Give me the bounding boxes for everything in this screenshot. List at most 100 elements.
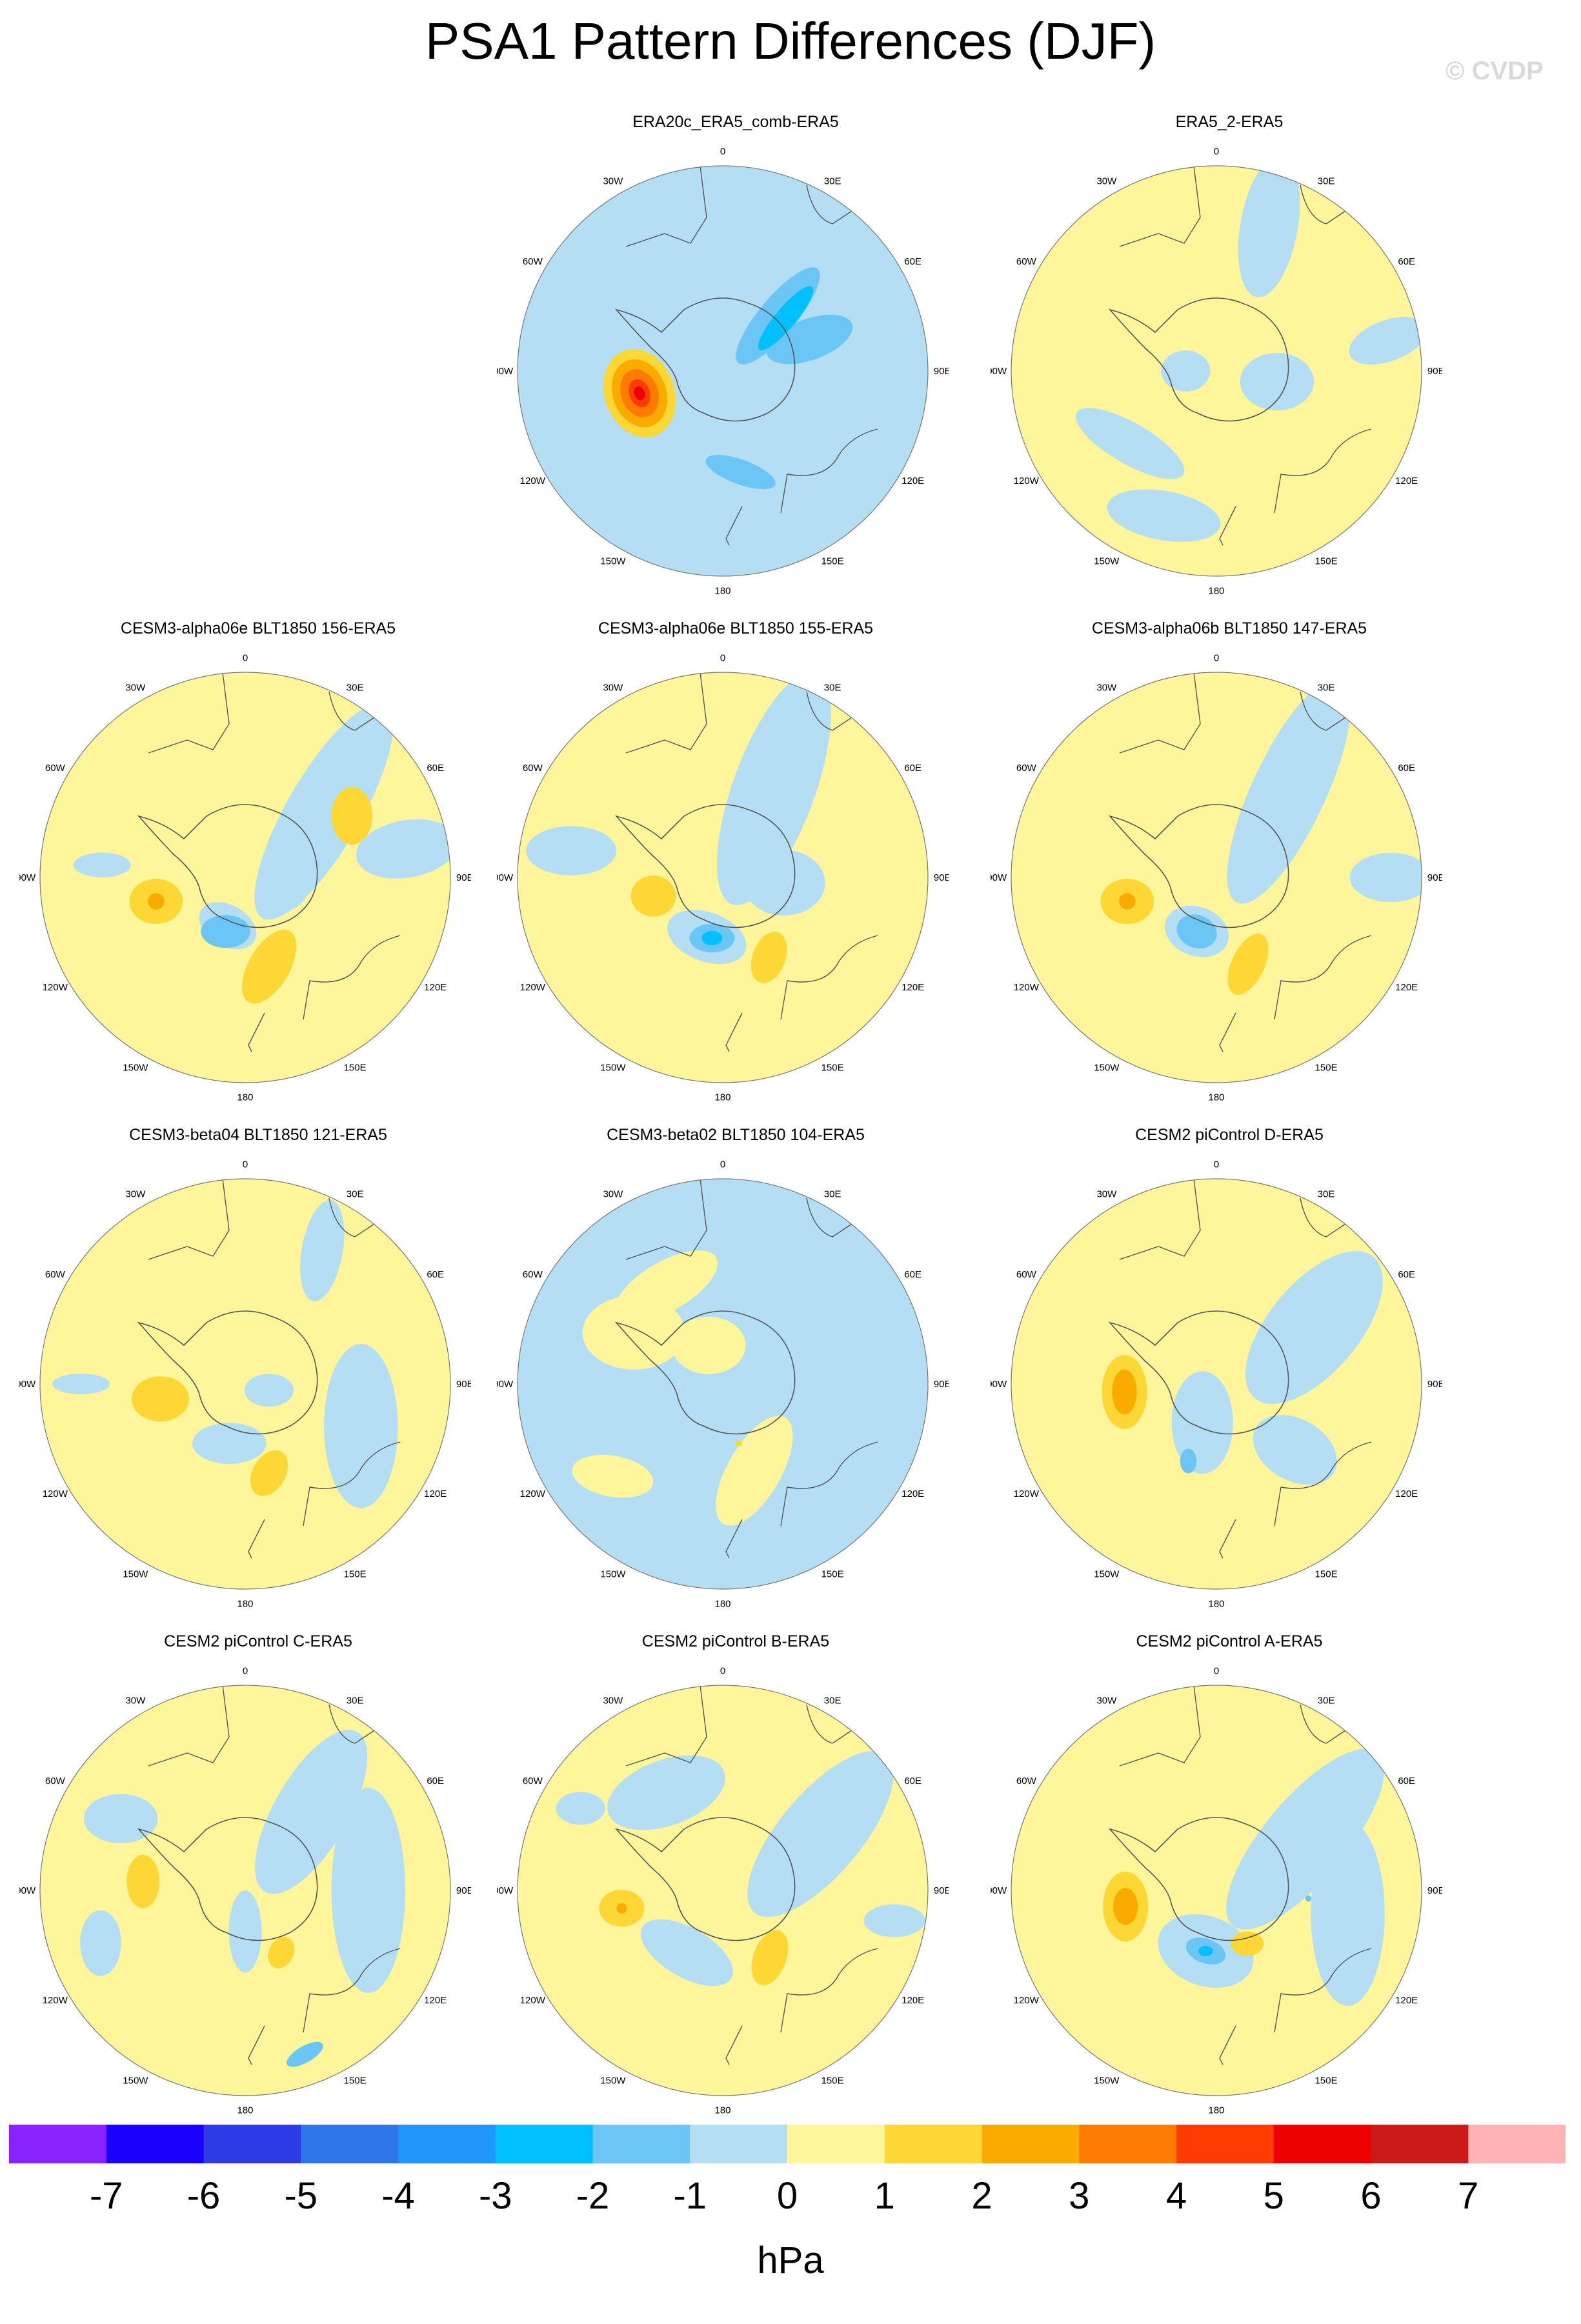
anomaly-contour (556, 1792, 605, 1825)
longitude-label: 150W (1094, 1569, 1120, 1580)
longitude-label: 90E (1427, 366, 1442, 377)
anomaly-contour (743, 850, 825, 916)
australia-coastline (1274, 1948, 1372, 2033)
longitude-label: 30E (1318, 682, 1335, 693)
map-boundary (517, 672, 929, 1083)
longitude-label: 120E (901, 1488, 924, 1499)
anomaly-contour (1240, 353, 1314, 411)
longitude-label: 150E (821, 556, 844, 567)
longitude-label: 90W (19, 1379, 36, 1390)
map-boundary (1011, 672, 1422, 1083)
anomaly-contour (52, 1374, 110, 1394)
australia-coastline (1274, 1441, 1372, 1527)
anomaly-contour (1075, 408, 1185, 479)
longitude-label: 90W (19, 1885, 36, 1896)
longitude-label: 60E (1398, 256, 1415, 267)
field-background (518, 1685, 928, 2096)
longitude-label: 120E (424, 982, 447, 993)
polar-map: 0 30E 60E 90E 120E 150E 180 150W 120W 90W 60W 30W (497, 1159, 949, 1610)
map-panel: CESM3-beta04 BLT1850 121-ERA5 0 30E 60E 90E 1… (19, 1126, 497, 1616)
south-america-coastline (1119, 1685, 1201, 1767)
africa-coastline (328, 1197, 375, 1237)
anomaly-contour (1227, 678, 1351, 904)
anomaly-contour (615, 1250, 718, 1322)
anomaly-contour (1113, 1888, 1138, 1925)
new-zealand-coastline (248, 1519, 265, 1559)
south-america-coastline (148, 1179, 230, 1260)
map-boundary (1011, 1685, 1422, 2096)
longitude-label: 60W (1016, 763, 1037, 774)
longitude-label: 90E (1427, 1885, 1442, 1896)
anomaly-contour (331, 1788, 406, 1993)
australia-coastline (1274, 428, 1372, 514)
longitude-label: 60E (427, 763, 444, 774)
colorbar-tick-label: -6 (186, 2175, 221, 2217)
new-zealand-coastline (1219, 506, 1236, 546)
longitude-label: 30E (347, 1188, 364, 1199)
longitude-label: 0 (1214, 1666, 1219, 1677)
antarctica-coastline (1108, 1817, 1289, 1941)
colorbar-swatch (592, 2125, 690, 2163)
longitude-label: 120E (424, 1995, 447, 2006)
anomaly-contour (526, 826, 617, 876)
anomaly-contour (1231, 1931, 1264, 1956)
map-panel: CESM3-alpha06b BLT1850 147-ERA5 0 30E 60E 90… (991, 619, 1468, 1110)
polar-map: 0 30E 60E 90E 120E 150E 180 150W 120W 90W 60W 30W (19, 1666, 471, 2116)
longitude-label: 90W (19, 872, 36, 883)
longitude-label: 120E (1395, 982, 1418, 993)
longitude-label: 60E (904, 256, 921, 267)
longitude-label: 150W (1094, 556, 1120, 567)
map-boundary (39, 1685, 451, 2096)
colorbar-swatch (1371, 2125, 1469, 2163)
longitude-label: 120E (1395, 1995, 1418, 2006)
polar-map: 0 30E 60E 90E 120E 150E 180 150W 120W 90W 60W 30W (497, 653, 949, 1103)
panel-title: ERA20c_ERA5_comb-ERA5 (632, 113, 839, 131)
colorbar-swatch (787, 2125, 885, 2163)
africa-coastline (806, 185, 852, 225)
colorbar-swatch (203, 2125, 301, 2163)
colorbar-swatch (398, 2125, 496, 2163)
antarctica-coastline (137, 1310, 318, 1435)
longitude-label: 120W (520, 476, 546, 486)
longitude-label: 150E (821, 1063, 844, 1074)
longitude-label: 30E (347, 1695, 364, 1706)
longitude-label: 150W (123, 1063, 148, 1074)
anomaly-contour (863, 1904, 925, 1938)
longitude-label: 90E (456, 872, 471, 883)
new-zealand-coastline (1219, 1012, 1236, 1052)
new-zealand-coastline (725, 506, 743, 546)
colorbar-swatch (690, 2125, 788, 2163)
longitude-label: 60W (45, 1269, 66, 1280)
south-america-coastline (1119, 166, 1201, 247)
longitude-label: 90E (934, 366, 949, 377)
australia-coastline (780, 1948, 878, 2033)
colorbar-tick-label: 5 (1263, 2175, 1284, 2217)
colorbar-tick-label: -2 (576, 2175, 610, 2217)
africa-coastline (806, 691, 852, 731)
longitude-label: 30E (824, 1188, 841, 1199)
longitude-label: 30W (1096, 682, 1117, 693)
new-zealand-coastline (725, 2025, 743, 2065)
longitude-label: 0 (243, 1159, 248, 1170)
polar-map: 0 30E 60E 90E 120E 150E 180 150W 120W 90W 60W 30W (991, 1666, 1442, 2116)
colorbar-tick-label: -1 (673, 2175, 707, 2217)
longitude-label: 120W (43, 982, 68, 993)
anomaly-contour (148, 893, 165, 910)
map-panel: CESM2 piControl C-ERA5 0 30E 60E 90E 120E 150E… (19, 1632, 497, 2123)
polar-map: 0 30E 60E 90E 120E 150E 180 150W 120W 90W 60W 30W (497, 1666, 949, 2116)
map-boundary (1011, 165, 1422, 577)
australia-coastline (303, 1441, 401, 1527)
map-panel: CESM3-beta02 BLT1850 104-ERA5 0 30E 60E 90E 1… (497, 1126, 974, 1616)
longitude-label: 60E (904, 763, 921, 774)
anomaly-contour (331, 787, 373, 845)
longitude-label: 120W (1014, 1488, 1040, 1499)
africa-coastline (1300, 691, 1346, 731)
longitude-label: 90W (991, 1379, 1007, 1390)
anomaly-contour (747, 1751, 894, 1918)
longitude-label: 90W (991, 872, 1007, 883)
longitude-label: 60W (523, 763, 543, 774)
colorbar-swatch (106, 2125, 204, 2163)
colorbar-swatch (1176, 2125, 1274, 2163)
africa-coastline (1300, 1197, 1346, 1237)
anomaly-contour (640, 1919, 733, 1987)
